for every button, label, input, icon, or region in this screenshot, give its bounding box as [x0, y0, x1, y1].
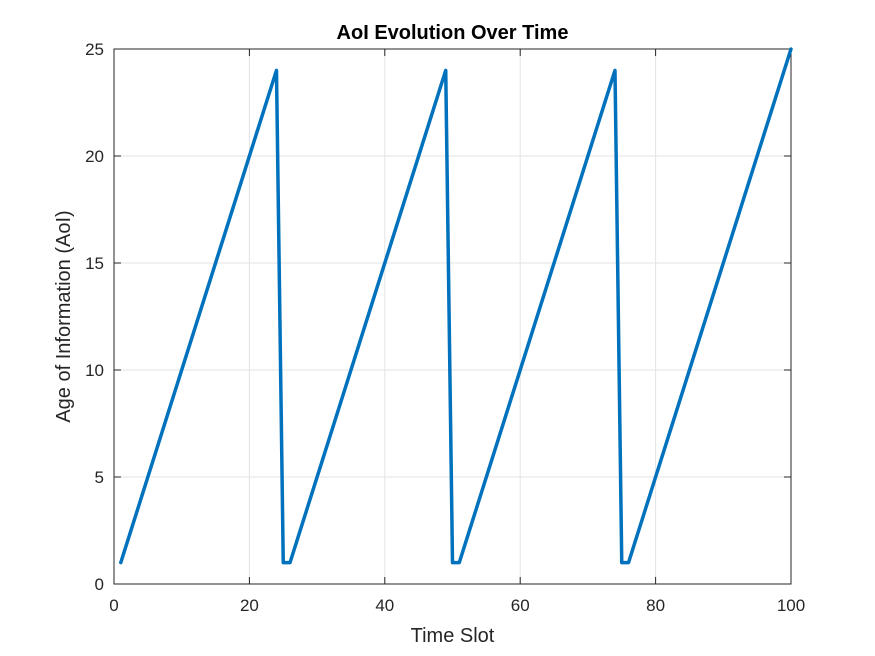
series-line — [119, 47, 793, 565]
x-tick-label: 80 — [646, 596, 665, 615]
x-tick-label: 0 — [109, 596, 118, 615]
x-tick-label: 20 — [240, 596, 259, 615]
y-tick-label: 25 — [85, 40, 104, 59]
x-axis-label: Time Slot — [411, 625, 495, 647]
x-tick-label: 100 — [777, 596, 805, 615]
y-tick-label: 10 — [85, 361, 104, 380]
y-tick-label: 0 — [95, 575, 104, 594]
y-tick-label: 5 — [95, 468, 104, 487]
y-axis-label: Age of Information (AoI) — [53, 210, 75, 422]
plot-area — [113, 48, 792, 585]
x-tick-label: 40 — [375, 596, 394, 615]
chart-title: AoI Evolution Over Time — [337, 22, 569, 44]
y-tick-label: 15 — [85, 254, 104, 273]
series-layer — [119, 47, 793, 565]
x-tick-label: 60 — [511, 596, 530, 615]
axis-ticks: 0 20 40 60 80 100 0 5 10 15 20 25 — [85, 40, 805, 615]
y-tick-label: 20 — [85, 147, 104, 166]
